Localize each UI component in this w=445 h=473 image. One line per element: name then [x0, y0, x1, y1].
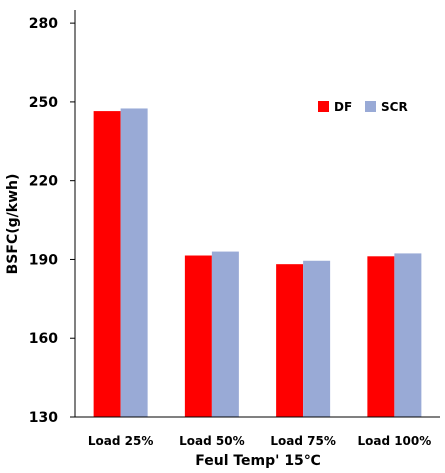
y-tick-label: 190	[29, 252, 58, 268]
y-axis-title: BSFC(g/kwh)	[5, 174, 21, 275]
legend-label-df: DF	[334, 100, 352, 114]
bar-scr-2	[211, 251, 239, 417]
bar-df-2	[184, 255, 212, 417]
bar-scr-3	[303, 260, 331, 417]
bars	[93, 108, 422, 417]
y-axis-ticks: 130 160 190 220 250 280	[29, 16, 75, 426]
bar-df-3	[276, 264, 304, 417]
bar-scr-4	[394, 253, 422, 417]
x-tick-label: Load 50%	[179, 434, 244, 448]
y-tick-label: 160	[29, 331, 58, 347]
legend-label-scr: SCR	[381, 100, 408, 114]
y-tick-label: 280	[29, 16, 58, 32]
x-tick-label: Load 75%	[270, 434, 335, 448]
x-tick-label: Load 25%	[88, 434, 153, 448]
bar-df-4	[367, 256, 395, 417]
x-tick-label: Load 100%	[357, 434, 431, 448]
x-axis-title: Feul Temp' 15℃	[195, 453, 321, 469]
bar-scr-1	[120, 108, 148, 417]
x-axis-labels: Load 25% Load 50% Load 75% Load 100%	[88, 434, 431, 448]
bar-df-1	[93, 111, 121, 417]
axes	[74, 10, 440, 418]
y-tick-label: 220	[29, 174, 58, 190]
legend-swatch-scr	[365, 101, 376, 112]
legend-swatch-df	[318, 101, 329, 112]
legend: DF SCR	[318, 100, 408, 114]
y-tick-label: 130	[29, 410, 58, 426]
y-tick-label: 250	[29, 95, 58, 111]
